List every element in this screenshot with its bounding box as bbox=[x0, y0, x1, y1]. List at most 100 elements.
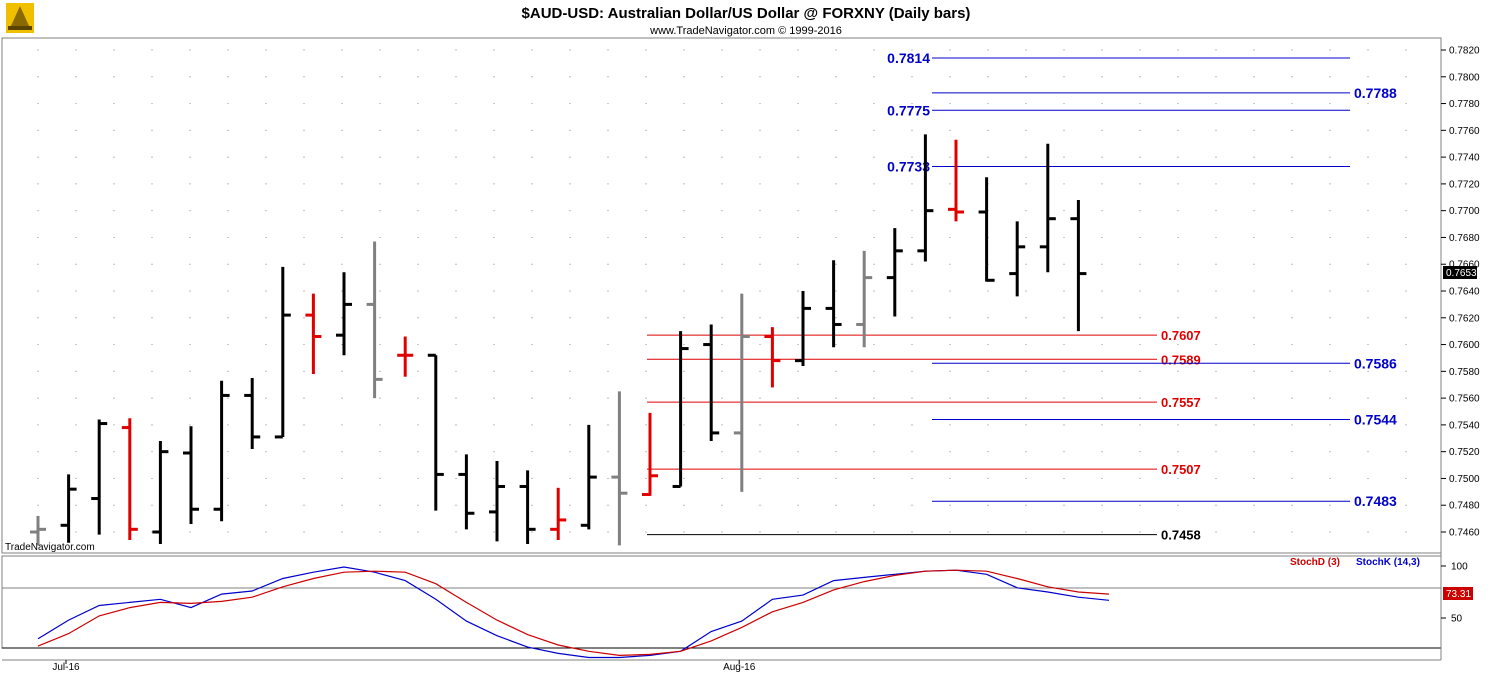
grid-dot bbox=[607, 451, 609, 453]
grid-dot bbox=[1253, 477, 1255, 480]
grid-dot bbox=[645, 76, 647, 78]
grid-dot bbox=[797, 49, 799, 51]
grid-dot bbox=[873, 370, 875, 372]
grid-dot bbox=[303, 451, 305, 453]
grid-dot bbox=[1291, 236, 1293, 239]
level-label-0.7557: 0.7557 bbox=[1161, 395, 1201, 410]
grid-dot bbox=[873, 504, 875, 506]
grid-dot bbox=[1367, 504, 1369, 506]
grid-dot bbox=[683, 49, 685, 51]
grid-dot bbox=[1329, 290, 1331, 292]
grid-dot bbox=[987, 424, 989, 426]
grid-dot bbox=[1253, 156, 1255, 158]
grid-dot bbox=[1367, 397, 1369, 399]
grid-dot bbox=[759, 156, 761, 158]
last-price-tag: 0.7653 bbox=[1443, 266, 1477, 279]
grid-dot bbox=[607, 49, 609, 51]
grid-dot bbox=[1177, 451, 1179, 453]
grid-dot bbox=[1025, 236, 1027, 239]
grid-dot bbox=[1025, 531, 1027, 533]
grid-dot bbox=[607, 210, 609, 212]
ohlc-bar bbox=[366, 241, 383, 399]
grid-dot bbox=[493, 102, 495, 105]
grid-dot bbox=[1063, 49, 1065, 51]
grid-dot bbox=[303, 370, 305, 372]
grid-dot bbox=[949, 183, 951, 185]
grid-dot bbox=[1025, 102, 1027, 105]
grid-dot bbox=[151, 102, 153, 105]
grid-dot bbox=[759, 129, 761, 131]
grid-dot bbox=[341, 129, 343, 131]
grid-dot bbox=[113, 49, 115, 51]
grid-dot bbox=[1025, 504, 1027, 506]
grid-dot bbox=[1025, 477, 1027, 480]
grid-dot bbox=[1291, 451, 1293, 453]
grid-dot bbox=[113, 424, 115, 426]
grid-dot bbox=[835, 76, 837, 78]
grid-dot bbox=[759, 343, 761, 346]
grid-dot bbox=[1063, 504, 1065, 506]
grid-dot bbox=[949, 477, 951, 480]
grid-dot bbox=[113, 343, 115, 346]
grid-dot bbox=[75, 504, 77, 506]
grid-dot bbox=[1215, 317, 1217, 319]
grid-dot bbox=[569, 49, 571, 51]
grid-dot bbox=[911, 290, 913, 292]
y-tick-label: 0.7520 bbox=[1449, 447, 1480, 458]
grid-dot bbox=[1063, 210, 1065, 212]
grid-dot bbox=[1291, 397, 1293, 399]
grid-dot bbox=[303, 343, 305, 346]
grid-dot bbox=[493, 129, 495, 131]
grid-dot bbox=[1405, 531, 1407, 533]
grid-dot bbox=[797, 210, 799, 212]
grid-dot bbox=[189, 397, 191, 399]
grid-dot bbox=[75, 531, 77, 533]
grid-dot bbox=[759, 49, 761, 51]
grid-dot bbox=[1177, 210, 1179, 212]
grid-dot bbox=[227, 317, 229, 319]
grid-dot bbox=[113, 156, 115, 158]
grid-dot bbox=[1405, 477, 1407, 480]
grid-dot bbox=[569, 504, 571, 506]
grid-dot bbox=[303, 76, 305, 78]
ohlc-bar bbox=[91, 419, 108, 535]
grid-dot bbox=[189, 76, 191, 78]
grid-dot bbox=[683, 236, 685, 239]
grid-dot bbox=[379, 531, 381, 533]
grid-dot bbox=[265, 290, 267, 292]
grid-dot bbox=[417, 424, 419, 426]
grid-dot bbox=[911, 129, 913, 131]
grid-dot bbox=[189, 290, 191, 292]
grid-dot bbox=[759, 424, 761, 426]
grid-dot bbox=[113, 477, 115, 480]
grid-dot bbox=[493, 290, 495, 292]
grid-dot bbox=[531, 236, 533, 239]
grid-dot bbox=[303, 49, 305, 51]
price-panel bbox=[1, 37, 1442, 554]
grid-dot bbox=[607, 343, 609, 346]
grid-dot bbox=[303, 477, 305, 480]
grid-dot bbox=[265, 102, 267, 105]
grid-dot bbox=[531, 424, 533, 426]
grid-dot bbox=[873, 317, 875, 319]
grid-dot bbox=[607, 156, 609, 158]
grid-dot bbox=[645, 236, 647, 239]
grid-dot bbox=[1139, 451, 1141, 453]
grid-dot bbox=[873, 210, 875, 212]
grid-dot bbox=[835, 424, 837, 426]
grid-dot bbox=[493, 343, 495, 346]
y-tick-label: 0.7800 bbox=[1449, 72, 1480, 83]
ohlc-bar bbox=[458, 454, 475, 530]
grid-dot bbox=[303, 531, 305, 533]
grid-dot bbox=[265, 76, 267, 78]
grid-dot bbox=[379, 477, 381, 480]
grid-dot bbox=[835, 210, 837, 212]
last-stoch-tag: 73.31 bbox=[1443, 587, 1473, 600]
grid-dot bbox=[797, 370, 799, 372]
grid-dot bbox=[569, 156, 571, 158]
grid-dot bbox=[949, 236, 951, 239]
grid-dot bbox=[759, 504, 761, 506]
grid-dot bbox=[151, 531, 153, 533]
grid-dot bbox=[1329, 343, 1331, 346]
grid-dot bbox=[683, 424, 685, 426]
